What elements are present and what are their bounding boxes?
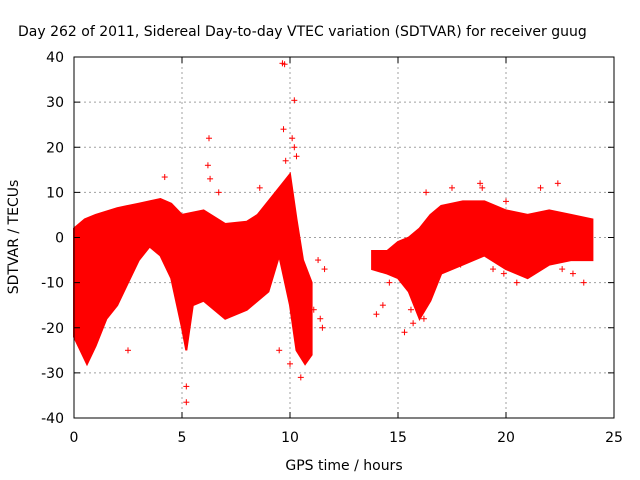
y-tick-label: 0 [55,231,64,247]
data-point [204,162,211,169]
data-point [321,266,328,273]
data-point [297,374,304,381]
data-point [206,135,212,142]
data-point [373,311,380,318]
y-tick-label: 20 [46,140,64,156]
y-tick-label: 10 [46,185,64,201]
data-point [207,175,214,182]
axis-ticks: 0 5 10 15 20 25 -40 -30 -20 -10 0 10 20 30 40 [41,50,623,446]
data-point [420,315,427,322]
data-point [287,360,293,367]
data-point [161,174,168,181]
data-point [410,320,417,327]
data-point [276,347,283,354]
data-point [477,180,484,187]
data-point [490,266,497,273]
data-point [183,399,190,406]
data-point [449,184,455,191]
data-point [423,189,430,196]
x-tick-label: 10 [281,430,299,446]
y-tick-label: 30 [46,95,64,111]
data-point [479,184,486,191]
data-point [317,315,324,322]
data-point [183,383,190,390]
data-point [256,184,263,191]
data-point [407,306,414,313]
x-tick-label: 15 [389,430,407,446]
data-point [500,270,507,277]
data-point [457,261,464,268]
y-tick-label: -20 [41,321,64,337]
data-point [310,306,317,313]
data-point [291,144,298,151]
data-point [315,257,322,264]
data-point [280,126,287,133]
data-point [537,184,544,191]
x-tick-label: 25 [605,430,623,446]
data-point [379,302,386,309]
data-point [291,97,298,104]
data-point [397,261,404,268]
data-point [293,153,300,160]
data-point [215,189,222,196]
data-point [96,324,103,331]
y-tick-label: 40 [46,50,64,66]
y-tick-label: -30 [41,366,64,382]
x-tick-label: 20 [497,430,515,446]
y-tick-label: -10 [41,276,64,292]
y-tick-label: -40 [41,411,64,427]
data-point [513,279,520,286]
data-point [569,270,576,277]
data-point [401,329,408,336]
data-band-morning [73,171,313,367]
data-point [580,279,587,286]
grid-lines [74,57,614,418]
y-axis-label: SDTVAR / TECUs [6,180,22,295]
plot-area [73,60,594,406]
chart-title: Day 262 of 2011, Sidereal Day-to-day VTE… [18,24,587,40]
data-point [125,347,131,354]
data-point [539,261,546,268]
data-point [386,279,393,286]
data-point [503,198,509,205]
x-tick-label: 5 [178,430,187,446]
x-axis-label: GPS time / hours [285,458,402,474]
data-point [281,61,288,68]
data-point [559,266,566,273]
data-point [289,135,296,142]
data-band-evening [371,200,594,321]
data-point [554,180,561,187]
data-point [319,324,326,331]
data-point [282,157,289,164]
x-tick-label: 0 [70,430,79,446]
